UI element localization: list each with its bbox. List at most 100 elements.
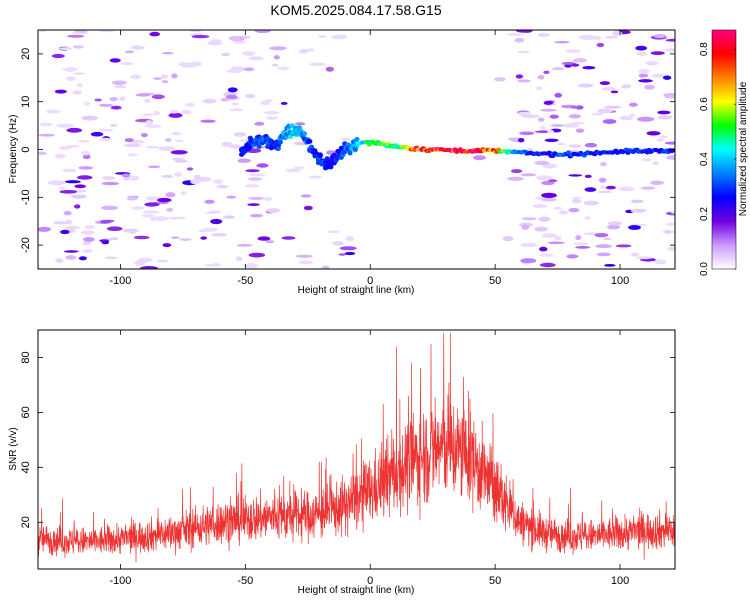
spectrogram-speckle (221, 141, 233, 147)
spectrogram-speckle (101, 240, 110, 245)
spectrogram-speckle (171, 73, 178, 79)
colorbar-tick-label: 0.8 (699, 42, 710, 56)
spectrogram-speckle (517, 79, 531, 83)
spectrogram-speckle (244, 184, 259, 188)
spectrogram-speckle (599, 185, 608, 189)
spectrogram-speckle (162, 243, 172, 248)
spectrogram-speckle (541, 197, 557, 202)
spectrogram-speckle (636, 256, 653, 260)
spectrogram-speckle (74, 204, 81, 209)
spectrogram-speckle (537, 117, 545, 122)
spectrogram-speckle (226, 69, 244, 73)
spectrogram-speckle (78, 166, 94, 170)
spectrogram-speckle (39, 30, 46, 33)
spectrogram-speckle (325, 66, 334, 72)
spectrogram-speckle (99, 137, 112, 142)
snr-x-axis-label: Height of straight line (km) (298, 585, 415, 596)
spectrogram-ridge-cell (347, 150, 353, 156)
spectrogram-speckle (652, 259, 667, 264)
spectrogram-speckle (520, 242, 538, 248)
spectrogram-speckle (265, 240, 275, 244)
spectrogram-speckle (171, 157, 185, 161)
spectrogram-speckle (39, 122, 53, 127)
spectrogram-speckle (151, 94, 165, 100)
spectrogram-speckle (664, 95, 675, 99)
spectrogram-speckle (578, 35, 597, 40)
spectrogram-speckle (145, 120, 153, 125)
spectrogram-speckle (131, 206, 144, 210)
spectrogram-speckle (612, 30, 623, 36)
spectrogram-speckle (568, 174, 582, 177)
spectrogram-speckle (126, 196, 138, 201)
spectrogram-speckle (112, 80, 127, 86)
spectrogram-speckle (573, 242, 589, 245)
spectrogram-speckle (507, 33, 524, 36)
spectrogram-speckle (651, 73, 665, 78)
spectrogram-speckle (110, 237, 119, 241)
spectrogram-speckle (200, 119, 216, 123)
spectrogram-speckle (277, 66, 290, 70)
spectrogram-speckle (210, 218, 223, 225)
spectrogram-speckle (308, 175, 322, 179)
spectrogram-speckle (584, 216, 591, 221)
spectrogram-speckle (129, 229, 137, 234)
spectrogram-speckle (610, 90, 619, 94)
spectrogram-speckle (83, 237, 95, 242)
spectrogram-speckle (38, 151, 47, 156)
spectrogram-x-axis-label: Height of straight line (km) (298, 285, 415, 296)
spectrogram-speckle (566, 254, 579, 259)
spectrogram-speckle (60, 229, 70, 235)
spectrogram-speckle (171, 236, 180, 239)
spectrogram-speckle (548, 179, 558, 183)
spectrogram-speckle (231, 102, 239, 106)
spectrogram-speckle (226, 195, 237, 199)
spectrogram-speckle (109, 124, 118, 127)
spectrogram-speckle (165, 192, 176, 198)
spectrogram-speckle (82, 249, 93, 253)
spectrogram-speckle (65, 76, 76, 81)
x-tick-label: 0 (367, 575, 373, 587)
spectrogram-speckle (78, 256, 87, 261)
spectrogram-speckle (243, 67, 255, 72)
spectrogram-speckle (247, 177, 263, 181)
spectrogram-speckle (200, 236, 207, 240)
spectrogram-speckle (551, 67, 565, 71)
spectrogram-speckle (298, 260, 314, 265)
spectrogram-speckle (629, 102, 638, 107)
spectrogram-speckle (549, 114, 559, 119)
spectrogram-speckle (597, 190, 612, 194)
spectrogram-speckle (119, 96, 126, 102)
spectrogram-speckle (243, 263, 258, 269)
spectrogram-speckle (256, 163, 269, 168)
spectrogram-speckle (575, 235, 582, 241)
spectrogram-speckle (56, 123, 75, 128)
spectrogram-speckle (245, 169, 260, 173)
spectrogram-speckle (127, 153, 138, 157)
spectrogram-speckle (152, 216, 169, 222)
spectrogram-speckle (236, 256, 243, 262)
spectrogram-speckle (47, 180, 66, 186)
spectrogram-speckle (584, 174, 592, 178)
spectrogram-speckle (572, 199, 582, 204)
spectrogram-frame (37, 29, 676, 270)
spectrogram-speckle (553, 206, 563, 210)
spectrogram-speckle (59, 145, 72, 150)
spectrogram-speckle (210, 39, 222, 44)
spectrogram-speckle (539, 125, 546, 130)
spectrogram-speckle (650, 51, 665, 55)
x-tick-label: 50 (489, 275, 501, 287)
spectrogram-speckle (341, 137, 351, 141)
spectrogram-speckle (168, 216, 187, 220)
spectrogram-speckle (46, 109, 61, 114)
spectrogram-speckle (339, 246, 357, 251)
spectrogram-speckle (598, 177, 607, 183)
spectrogram-speckle (130, 45, 145, 50)
spectrogram-speckle (541, 192, 557, 198)
y-tick-label: 40 (20, 461, 32, 473)
spectrogram-speckle (571, 63, 580, 67)
spectrogram-speckle (266, 208, 280, 214)
spectrogram-speckle (55, 258, 64, 263)
spectrogram-speckle (170, 109, 179, 114)
spectrogram-speckle (168, 112, 183, 118)
spectrogram-speckle (544, 138, 559, 142)
